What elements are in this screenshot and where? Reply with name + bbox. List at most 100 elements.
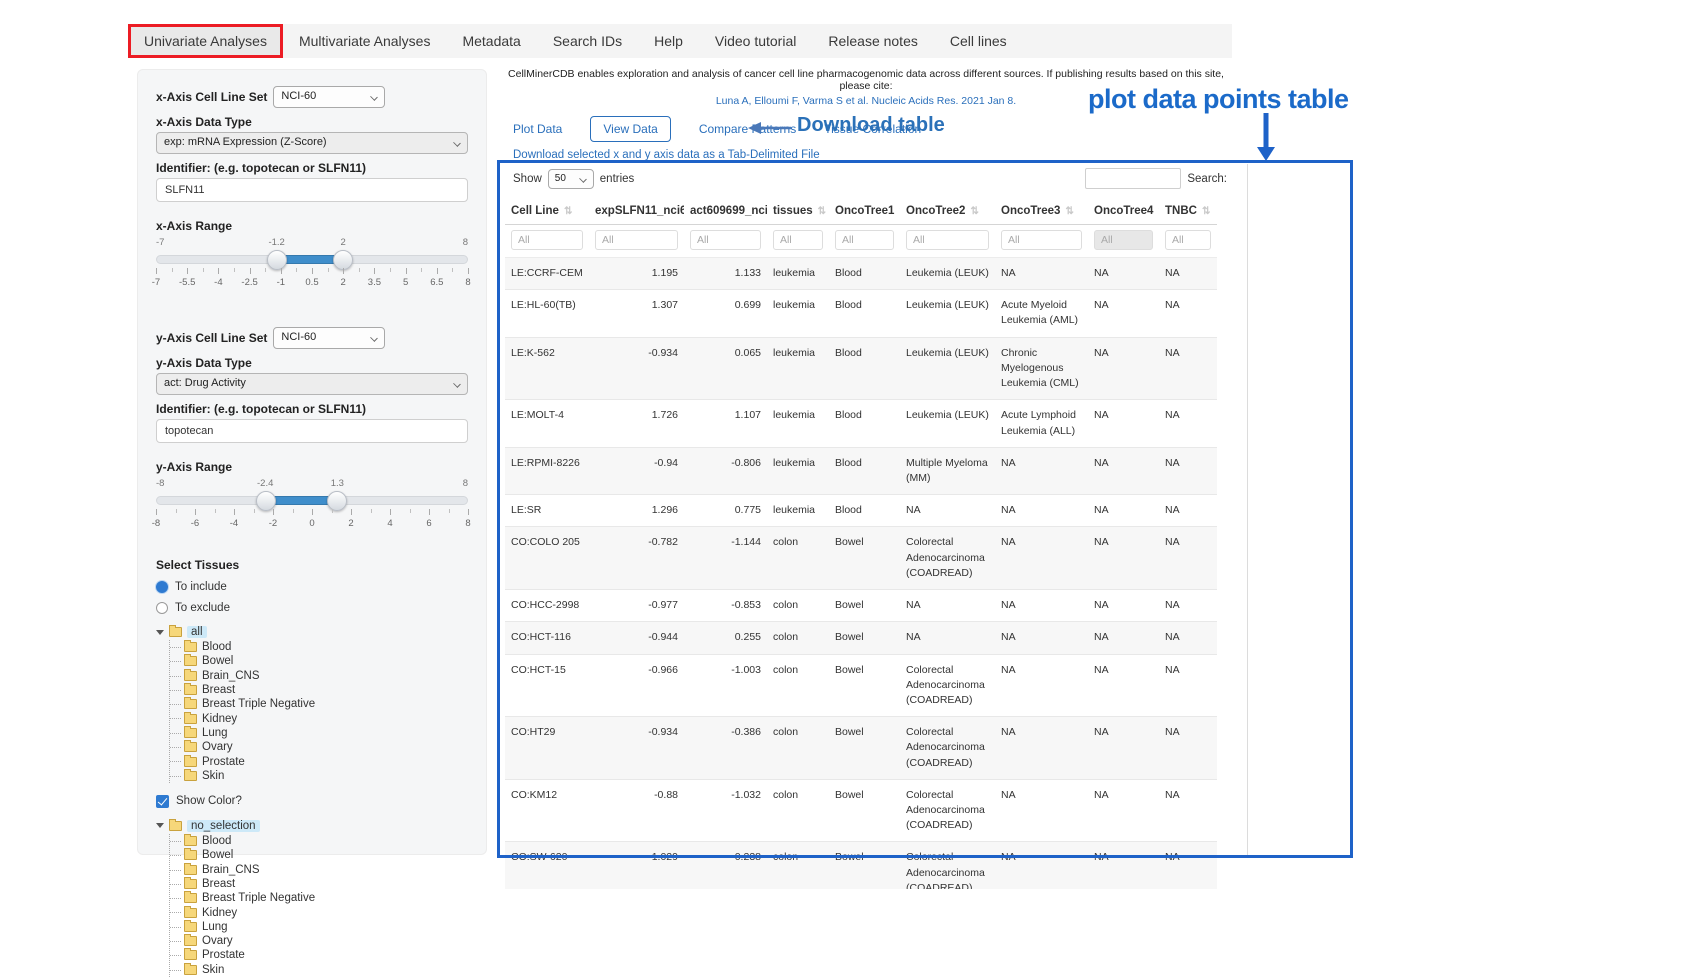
folder-icon [184,714,197,724]
tab-view-data[interactable]: View Data [590,116,670,142]
x-identifier-label: Identifier: (e.g. topotecan or SLFN11) [156,161,468,175]
tree-item-brain-cns[interactable]: Brain_CNS [170,669,468,683]
table-row[interactable]: CO:COLO 205-0.782-1.144colonBowelColorec… [505,527,1217,590]
to-exclude-radio[interactable] [156,602,168,614]
nav-item-video-tutorial[interactable]: Video tutorial [699,24,812,58]
filter-input-oncotree4[interactable] [1094,230,1153,250]
table-row[interactable]: LE:SR1.2960.775leukemiaBloodNANANANA [505,495,1217,527]
y-identifier-input[interactable] [156,419,468,443]
top-nav: Univariate AnalysesMultivariate Analyses… [128,24,1232,58]
tree-item-breast[interactable]: Breast [170,683,468,697]
folder-icon [184,742,197,752]
tree-item-prostate[interactable]: Prostate [170,754,468,768]
to-include-radio[interactable] [156,581,168,593]
folder-icon [184,685,197,695]
x-data-type-select[interactable]: exp: mRNA Expression (Z-Score) [156,132,468,154]
tree-item-skin[interactable]: Skin [170,963,468,977]
tree-item-breast-triple-negative[interactable]: Breast Triple Negative [170,697,468,711]
nav-item-multivariate-analyses[interactable]: Multivariate Analyses [283,24,447,58]
tree-item-kidney[interactable]: Kidney [170,711,468,725]
filter-input-tissues[interactable] [773,230,823,250]
caret-icon[interactable] [156,630,164,635]
table-row[interactable]: LE:K-562-0.9340.065leukemiaBloodLeukemia… [505,337,1217,400]
x-range-handle-high[interactable] [333,250,353,270]
show-color-checkbox[interactable] [156,795,169,808]
tree-item-lung[interactable]: Lung [170,726,468,740]
tree-item-breast-triple-negative[interactable]: Breast Triple Negative [170,891,468,905]
tree-item-bowel[interactable]: Bowel [170,654,468,668]
y-range-slider[interactable]: -88 -2.41.3 -8-6-4-202468 [156,478,468,532]
tree-item-bowel[interactable]: Bowel [170,848,468,862]
filter-input-tnbc[interactable] [1165,230,1211,250]
column-header-tissues[interactable]: tissues⇅ [767,197,829,225]
table-row[interactable]: CO:HCC-2998-0.977-0.853colonBowelNANANAN… [505,590,1217,622]
filter-input-oncotree2[interactable] [906,230,989,250]
caret-icon[interactable] [156,823,164,828]
filter-input-act609699-nci60[interactable] [690,230,761,250]
filter-input-cell-line[interactable] [511,230,583,250]
tree-item-blood[interactable]: Blood [170,834,468,848]
filter-input-expslfn11-nci60[interactable] [595,230,678,250]
column-header-oncotree3[interactable]: OncoTree3⇅ [995,197,1088,225]
tree-root-no-selection[interactable]: no_selection [187,820,260,832]
column-header-oncotree2[interactable]: OncoTree2⇅ [900,197,995,225]
exclude-radio-row[interactable]: To exclude [156,602,468,614]
filter-input-oncotree3[interactable] [1001,230,1082,250]
folder-icon [184,836,197,846]
tree-root-all[interactable]: all [187,626,207,638]
x-identifier-input[interactable] [156,178,468,202]
table-row[interactable]: LE:MOLT-41.7261.107leukemiaBloodLeukemia… [505,400,1217,447]
tree-item-ovary[interactable]: Ovary [170,934,468,948]
download-table-annotation: Download table [797,114,945,137]
tree-item-lung[interactable]: Lung [170,920,468,934]
y-range-handle-high[interactable] [327,491,347,511]
filter-input-oncotree1[interactable] [835,230,894,250]
table-row[interactable]: CO:HT29-0.934-0.386colonBowelColorectal … [505,717,1217,780]
table-row[interactable]: CO:HCT-15-0.966-1.003colonBowelColorecta… [505,654,1217,717]
x-range-slider[interactable]: -78 -1.22 -7-5.5-4-2.5-10.523.556.58 [156,237,468,291]
include-radio-row[interactable]: To include [156,581,468,593]
tree-item-breast[interactable]: Breast [170,877,468,891]
table-row[interactable]: LE:CCRF-CEM1.1951.133leukemiaBloodLeukem… [505,258,1217,290]
table-row[interactable]: LE:HL-60(TB)1.3070.699leukemiaBloodLeuke… [505,290,1217,337]
tab-plot-data[interactable]: Plot Data [513,122,562,136]
sort-icon: ⇅ [1202,206,1210,217]
table-row[interactable]: CO:HCT-116-0.9440.255colonBowelNANANANA [505,622,1217,654]
tree-item-brain-cns[interactable]: Brain_CNS [170,863,468,877]
nav-item-help[interactable]: Help [638,24,699,58]
tree-item-ovary[interactable]: Ovary [170,740,468,754]
entries-select[interactable]: 50 [548,169,594,189]
column-header-act609699-nci60[interactable]: act609699_nci60⇅ [684,197,767,225]
column-header-expslfn11-nci60[interactable]: expSLFN11_nci60⇅ [589,197,684,225]
x-cell-line-set-select[interactable]: NCI-60 [273,86,385,108]
table-row[interactable]: CO:SW-620-1.0290.238colonBowelColorectal… [505,842,1217,889]
column-header-cell-line[interactable]: Cell Line⇅ [505,197,589,225]
nav-item-search-ids[interactable]: Search IDs [537,24,638,58]
tree-item-blood[interactable]: Blood [170,640,468,654]
y-data-type-select[interactable]: act: Drug Activity [156,373,468,395]
data-table-container: Cell Line⇅expSLFN11_nci60⇅act609699_nci6… [505,197,1227,889]
table-row[interactable]: LE:RPMI-8226-0.94-0.806leukemiaBloodMult… [505,447,1217,494]
show-color-row[interactable]: Show Color? [156,795,468,808]
y-range-handle-low[interactable] [256,491,276,511]
tree-item-skin[interactable]: Skin [170,769,468,783]
column-header-tnbc[interactable]: TNBC⇅ [1159,197,1217,225]
nav-item-release-notes[interactable]: Release notes [812,24,934,58]
x-range-handle-low[interactable] [267,250,287,270]
table-row[interactable]: CO:KM12-0.88-1.032colonBowelColorectal A… [505,779,1217,842]
nav-item-cell-lines[interactable]: Cell lines [934,24,1023,58]
chevron-down-icon [371,93,379,101]
y-cell-line-set-select[interactable]: NCI-60 [273,327,385,349]
nav-item-univariate-analyses[interactable]: Univariate Analyses [128,24,283,58]
search-input[interactable] [1085,168,1181,189]
tree-item-prostate[interactable]: Prostate [170,948,468,962]
download-tab-delimited-link[interactable]: Download selected x and y axis data as a… [513,149,820,161]
nav-item-metadata[interactable]: Metadata [446,24,536,58]
column-header-oncotree1[interactable]: OncoTree1⇅ [829,197,900,225]
folder-icon [184,757,197,767]
tree-item-kidney[interactable]: Kidney [170,905,468,919]
show-label: Show [513,173,542,185]
column-header-oncotree4[interactable]: OncoTree4⇅ [1088,197,1159,225]
left-arrow-icon [748,121,792,135]
select-tissues-title: Select Tissues [156,558,468,572]
